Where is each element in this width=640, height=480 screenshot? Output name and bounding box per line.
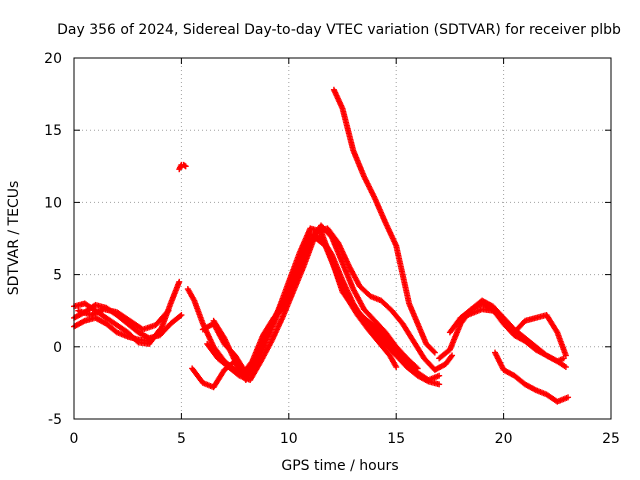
- y-tick-label: 20: [44, 51, 62, 67]
- data-point-trace: [177, 312, 184, 319]
- data-point-trace: [413, 364, 420, 371]
- data-point: [436, 372, 443, 379]
- data-point: [565, 394, 572, 401]
- data-point: [436, 381, 443, 388]
- data-points: [71, 86, 572, 405]
- data-point-trace: [181, 162, 188, 169]
- x-tick-label: 0: [70, 431, 79, 447]
- data-point: [393, 364, 400, 371]
- plot-frame: [73, 57, 612, 420]
- data-point: [182, 163, 189, 170]
- data-point: [562, 364, 569, 371]
- data-point: [562, 352, 569, 359]
- tick-labels: 0 5 10 15 20 25 -5 0 5 10 15 20: [44, 51, 620, 447]
- data-point-trace: [448, 353, 455, 360]
- x-tick-label: 25: [602, 431, 620, 447]
- y-axis-label: SDTVAR / TECUs: [6, 181, 22, 296]
- data-point: [156, 326, 163, 333]
- data-point-trace: [430, 348, 437, 355]
- x-axis-label: GPS time / hours: [281, 458, 398, 474]
- data-point: [449, 352, 456, 359]
- x-tick-label: 20: [495, 431, 513, 447]
- y-tick-label: -5: [48, 412, 62, 428]
- data-point: [414, 365, 421, 372]
- data-point-trace: [164, 308, 171, 315]
- data-point: [178, 312, 185, 319]
- x-tick-label: 15: [387, 431, 405, 447]
- chart-title: Day 356 of 2024, Sidereal Day-to-day VTE…: [57, 22, 621, 38]
- data-point: [176, 278, 183, 285]
- y-tick-label: 15: [44, 123, 62, 139]
- x-tick-label: 10: [280, 431, 298, 447]
- data-point: [165, 307, 172, 314]
- y-tick-label: 5: [53, 268, 62, 284]
- y-tick-label: 10: [44, 195, 62, 211]
- x-tick-label: 5: [177, 431, 186, 447]
- y-tick-label: 0: [53, 340, 62, 356]
- data-point: [431, 349, 438, 356]
